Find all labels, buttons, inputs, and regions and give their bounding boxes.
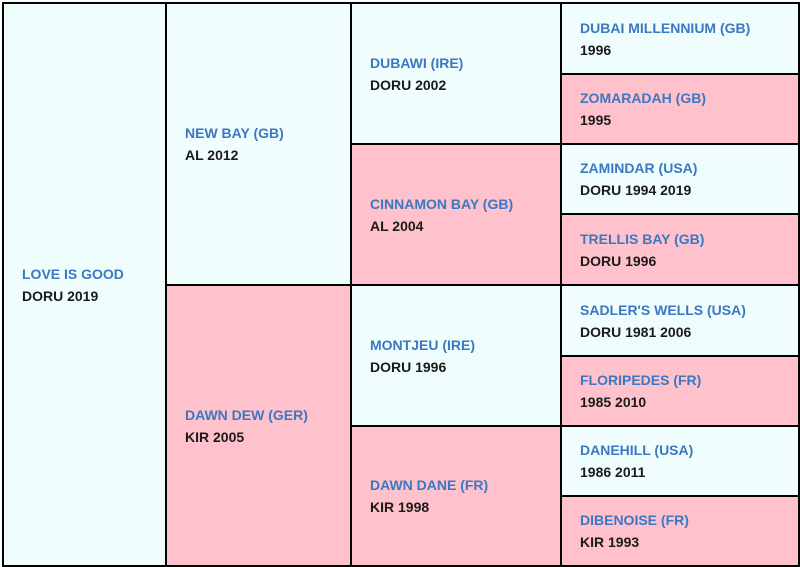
- sire-dam-info: AL 2004: [370, 217, 424, 234]
- sire-cell: NEW BAY (GB) AL 2012: [165, 2, 352, 286]
- gen3-cell-2: ZOMARADAH (GB) 1995: [560, 73, 800, 145]
- gen3-name-link[interactable]: DIBENOISE (FR): [580, 512, 689, 528]
- gen3-cell-3: ZAMINDAR (USA) DORU 1994 2019: [560, 143, 800, 215]
- dam-dam-cell: DAWN DANE (FR) KIR 1998: [350, 425, 562, 567]
- subject-info: DORU 2019: [22, 287, 99, 304]
- dam-cell: DAWN DEW (GER) KIR 2005: [165, 284, 352, 567]
- gen3-name-link[interactable]: DANEHILL (USA): [580, 442, 694, 458]
- gen3-name-link[interactable]: SADLER'S WELLS (USA): [580, 301, 746, 318]
- sire-sire-name-link[interactable]: DUBAWI (IRE): [370, 54, 464, 71]
- sire-sire-cell: DUBAWI (IRE) DORU 2002: [350, 2, 562, 145]
- gen3-name-link[interactable]: ZAMINDAR (USA): [580, 160, 698, 176]
- gen3-info: DORU 1994 2019: [580, 182, 692, 198]
- dam-info: KIR 2005: [185, 428, 245, 445]
- gen3-info: 1986 2011: [580, 464, 646, 480]
- gen3-info: KIR 1993: [580, 534, 640, 550]
- gen3-name-link[interactable]: DUBAI MILLENNIUM (GB): [580, 19, 751, 36]
- dam-sire-cell: MONTJEU (IRE) DORU 1996: [350, 284, 562, 427]
- sire-info: AL 2012: [185, 147, 239, 163]
- dam-dam-info: KIR 1998: [370, 499, 430, 515]
- gen3-info: 1995: [580, 112, 612, 128]
- sire-dam-cell: CINNAMON BAY (GB) AL 2004: [350, 143, 562, 286]
- gen3-info: DORU 1996: [580, 252, 657, 269]
- gen3-cell-4: TRELLIS BAY (GB) DORU 1996: [560, 213, 800, 286]
- dam-dam-name-link[interactable]: DAWN DANE (FR): [370, 477, 489, 493]
- sire-sire-info: DORU 2002: [370, 76, 447, 93]
- sire-dam-name-link[interactable]: CINNAMON BAY (GB): [370, 195, 514, 212]
- gen3-cell-1: DUBAI MILLENNIUM (GB) 1996: [560, 2, 800, 75]
- subject-cell: LOVE IS GOOD DORU 2019: [2, 2, 167, 567]
- gen3-name-link[interactable]: ZOMARADAH (GB): [580, 90, 706, 106]
- gen3-info: 1985 2010: [580, 394, 647, 410]
- gen3-name-link[interactable]: TRELLIS BAY (GB): [580, 230, 705, 247]
- dam-name-link[interactable]: DAWN DEW (GER): [185, 406, 308, 423]
- gen3-info: 1996: [580, 41, 612, 58]
- gen3-info: DORU 1981 2006: [580, 323, 692, 340]
- dam-sire-info: DORU 1996: [370, 358, 447, 375]
- subject-name-link[interactable]: LOVE IS GOOD: [22, 265, 124, 282]
- gen3-cell-6: FLORIPEDES (FR) 1985 2010: [560, 355, 800, 427]
- gen3-name-link[interactable]: FLORIPEDES (FR): [580, 372, 702, 388]
- gen3-cell-8: DIBENOISE (FR) KIR 1993: [560, 495, 800, 567]
- gen3-cell-5: SADLER'S WELLS (USA) DORU 1981 2006: [560, 284, 800, 357]
- dam-sire-name-link[interactable]: MONTJEU (IRE): [370, 336, 475, 353]
- gen3-cell-7: DANEHILL (USA) 1986 2011: [560, 425, 800, 497]
- sire-name-link[interactable]: NEW BAY (GB): [185, 125, 284, 141]
